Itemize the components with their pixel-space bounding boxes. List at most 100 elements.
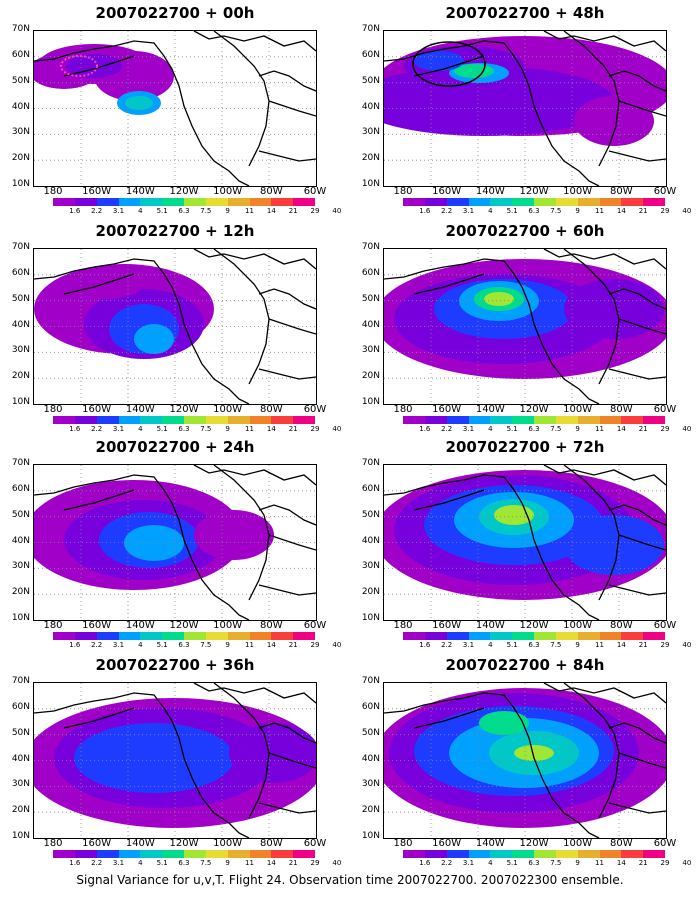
colorbar-label: 2.2 — [91, 207, 103, 215]
colorbar-label: 40 — [332, 641, 342, 649]
colorbar-swatch — [118, 416, 141, 424]
lat-tick-label: 70N — [11, 242, 30, 252]
colorbar-label: 1.6 — [419, 207, 431, 215]
coastline — [608, 288, 666, 310]
colorbar-swatch — [446, 850, 469, 858]
colorbar — [53, 850, 316, 858]
colorbar-swatch — [555, 632, 579, 640]
coastline — [258, 504, 316, 526]
colorbar-label: 21 — [638, 641, 648, 649]
colorbar-swatch — [96, 632, 119, 640]
colorbar-label: 40 — [682, 641, 692, 649]
lat-tick-label: 10N — [11, 179, 30, 189]
lat-tick-label: 50N — [361, 727, 380, 738]
colorbar-swatch — [643, 632, 666, 640]
lon-tick-label: 180 — [393, 838, 413, 849]
colorbar-label: 6.3 — [528, 641, 540, 649]
colorbar-label: 6.3 — [178, 859, 190, 867]
lon-tick-label: 80W — [610, 620, 633, 631]
lon-tick-label: 180 — [393, 620, 413, 631]
colorbar-label: 2.2 — [441, 641, 453, 649]
variance-contour — [194, 510, 274, 560]
colorbar-label: 4 — [488, 859, 493, 867]
colorbar-swatch — [96, 416, 119, 424]
colorbar-swatch — [468, 416, 491, 424]
lat-tick-label: 60N — [361, 483, 380, 494]
map-area — [33, 682, 317, 839]
colorbar-label: 14 — [616, 859, 626, 867]
lat-tick-label: 40N — [361, 319, 380, 330]
panel-title: 2007022700 + 60h — [445, 222, 605, 240]
lon-tick-label: 100W — [213, 620, 243, 631]
colorbar-swatch — [96, 850, 119, 858]
panel-title: 2007022700 + 24h — [95, 438, 255, 456]
colorbar-label: 29 — [660, 425, 670, 433]
colorbar-swatch — [227, 850, 250, 858]
lon-tick-label: 60W — [303, 404, 327, 415]
coastline — [608, 70, 666, 92]
colorbar-swatch — [446, 416, 469, 424]
colorbar-swatch — [205, 850, 229, 858]
lat-tick-label: 20N — [361, 153, 380, 164]
map-svg — [384, 683, 666, 838]
lon-tick-label: 140W — [475, 186, 505, 197]
lat-tick-label: 70N — [361, 24, 380, 34]
panel-title: 2007022700 + 72h — [445, 438, 605, 456]
lat-tick-label: 60N — [361, 267, 380, 278]
colorbar-swatch — [577, 416, 600, 424]
lon-tick-label: 80W — [260, 620, 283, 631]
lon-tick-label: 100W — [213, 838, 243, 849]
lon-tick-label: 160W — [82, 186, 112, 197]
colorbar-swatch — [293, 850, 316, 858]
colorbar — [403, 850, 666, 858]
colorbar-label: 11 — [595, 859, 604, 867]
map-panel: 2007022700 + 84h 10N 20N 30N 40N 50N 60N 70N 180… — [350, 652, 700, 870]
colorbar-label: 4 — [488, 425, 493, 433]
colorbar-label: 5.1 — [156, 641, 168, 649]
colorbar-label: 11 — [245, 207, 254, 215]
colorbar-label: 6.3 — [178, 207, 190, 215]
colorbar-label: 1.6 — [419, 425, 431, 433]
lat-tick-label: 50N — [11, 75, 30, 86]
colorbar-label: 6.3 — [178, 425, 190, 433]
lat-tick-label: 10N — [11, 831, 30, 841]
lon-tick-label: 120W — [519, 404, 549, 415]
map-panel: 2007022700 + 48h 10N 20N 30N 40N 50N 60N 70N 180… — [350, 0, 700, 218]
colorbar-swatch — [555, 416, 579, 424]
colorbar-label: 4 — [488, 207, 493, 215]
map-svg — [384, 249, 666, 404]
lon-tick-label: 160W — [82, 620, 112, 631]
colorbar-swatch — [293, 198, 316, 206]
lon-tick-label: 120W — [519, 186, 549, 197]
colorbar-swatch — [621, 416, 644, 424]
lat-tick-label: 10N — [361, 613, 380, 623]
colorbar-label: 2.2 — [91, 425, 103, 433]
colorbar-swatch — [227, 416, 250, 424]
lat-tick-label: 60N — [361, 701, 380, 712]
lon-tick-label: 80W — [260, 186, 283, 197]
colorbar-label: 40 — [682, 207, 692, 215]
lon-tick-label: 60W — [653, 620, 677, 631]
lon-tick-label: 140W — [125, 620, 155, 631]
coastline — [608, 584, 666, 596]
panel-title: 2007022700 + 12h — [95, 222, 255, 240]
lon-tick-label: 160W — [432, 404, 462, 415]
map-panel: 2007022700 + 60h 10N 20N 30N 40N 50N 60N 70N 180… — [350, 218, 700, 436]
colorbar-label: 40 — [682, 425, 692, 433]
colorbar-swatch — [271, 416, 294, 424]
coastline — [563, 249, 620, 385]
colorbar — [53, 416, 316, 424]
coastline — [608, 802, 666, 814]
lat-tick-label: 20N — [11, 587, 30, 598]
coastline — [63, 55, 135, 77]
colorbar-label: 5.1 — [156, 425, 168, 433]
lon-tick-label: 120W — [169, 404, 199, 415]
lat-tick-label: 60N — [11, 267, 30, 278]
colorbar-label: 1.6 — [69, 425, 81, 433]
lat-tick-label: 20N — [361, 805, 380, 816]
colorbar-swatch — [490, 416, 513, 424]
coastline — [608, 150, 666, 162]
colorbar-swatch — [468, 850, 491, 858]
colorbar-label: 21 — [288, 641, 298, 649]
coastline — [413, 55, 485, 77]
